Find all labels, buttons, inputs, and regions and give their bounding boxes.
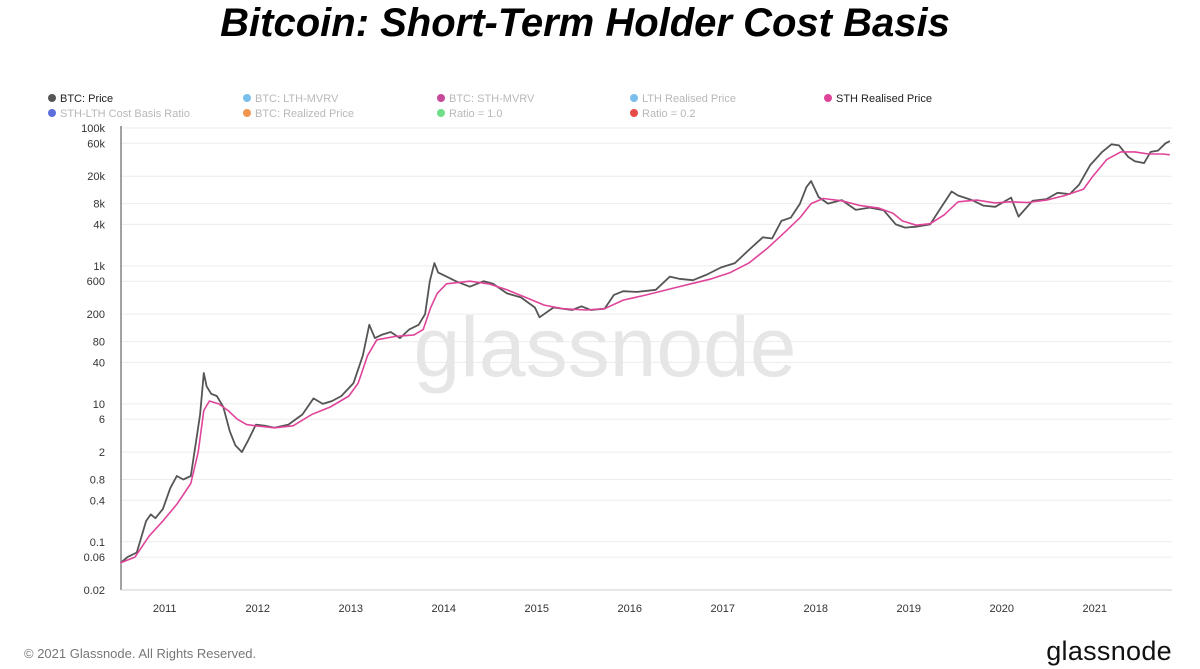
legend-item[interactable]: LTH Realised Price bbox=[630, 93, 736, 105]
legend-label: BTC: Price bbox=[60, 93, 113, 105]
y-tick-label: 0.4 bbox=[90, 495, 105, 507]
legend-label: BTC: Realized Price bbox=[255, 108, 354, 120]
brand-logo: glassnode bbox=[1046, 636, 1172, 666]
legend-swatch-icon bbox=[48, 109, 56, 117]
legend-item[interactable]: BTC: Price bbox=[48, 93, 113, 105]
axes: 0.02 0.06 0.1 0.4 0.8 2 6 10 40 80 200 600 1k 4k 8k 20k… bbox=[81, 123, 1172, 615]
series-layer bbox=[120, 140, 1171, 564]
x-tick-label: 2019 bbox=[897, 603, 921, 615]
legend-swatch-icon bbox=[437, 94, 445, 102]
y-tick-label: 100k bbox=[81, 123, 105, 135]
legend-swatch-icon bbox=[630, 109, 638, 117]
y-tick-label: 2 bbox=[99, 447, 105, 459]
grid bbox=[121, 127, 1172, 591]
legend-swatch-icon bbox=[243, 109, 251, 117]
x-tick-label: 2015 bbox=[525, 603, 549, 615]
legend-item[interactable]: BTC: STH-MVRV bbox=[437, 93, 535, 105]
series-sth-realised-price-line bbox=[120, 151, 1170, 564]
legend-swatch-icon bbox=[630, 94, 638, 102]
x-tick-label: 2014 bbox=[431, 603, 455, 615]
legend-swatch-icon bbox=[437, 109, 445, 117]
x-tick-label: 2011 bbox=[153, 603, 177, 615]
y-tick-label: 0.06 bbox=[84, 552, 105, 564]
series-btc-price-line bbox=[120, 140, 1171, 564]
y-tick-label: 80 bbox=[93, 337, 105, 349]
legend-item[interactable]: STH Realised Price bbox=[824, 93, 932, 105]
legend-label: LTH Realised Price bbox=[642, 93, 736, 105]
legend-swatch-icon bbox=[48, 94, 56, 102]
legend-item[interactable]: BTC: LTH-MVRV bbox=[243, 93, 339, 105]
y-tick-label: 0.1 bbox=[90, 537, 105, 549]
legend-item[interactable]: Ratio = 0.2 bbox=[630, 108, 696, 120]
y-tick-label: 1k bbox=[93, 261, 105, 273]
x-tick-label: 2021 bbox=[1083, 603, 1107, 615]
legend-swatch-icon bbox=[824, 94, 832, 102]
x-tick-label: 2012 bbox=[245, 603, 269, 615]
y-tick-label: 8k bbox=[93, 199, 105, 211]
y-tick-label: 600 bbox=[87, 276, 105, 288]
y-tick-label: 4k bbox=[93, 219, 105, 231]
legend: BTC: Price BTC: LTH-MVRV BTC: STH-MVRV LTH … bbox=[48, 93, 932, 120]
legend-label: Ratio = 1.0 bbox=[449, 108, 503, 120]
chart-title: Bitcoin: Short-Term Holder Cost Basis bbox=[220, 1, 950, 45]
copyright-text: © 2021 Glassnode. All Rights Reserved. bbox=[24, 646, 257, 661]
y-tick-label: 0.8 bbox=[90, 475, 105, 487]
x-tick-label: 2017 bbox=[711, 603, 735, 615]
legend-item[interactable]: STH-LTH Cost Basis Ratio bbox=[48, 108, 190, 120]
legend-item[interactable]: BTC: Realized Price bbox=[243, 108, 354, 120]
y-tick-label: 20k bbox=[87, 171, 105, 183]
legend-label: STH-LTH Cost Basis Ratio bbox=[60, 108, 190, 120]
watermark: glassnode bbox=[414, 300, 797, 394]
x-tick-label: 2016 bbox=[618, 603, 642, 615]
legend-label: STH Realised Price bbox=[836, 93, 932, 105]
legend-label: BTC: LTH-MVRV bbox=[255, 93, 339, 105]
y-tick-label: 40 bbox=[93, 357, 105, 369]
y-tick-label: 200 bbox=[87, 309, 105, 321]
y-tick-label: 0.02 bbox=[84, 585, 105, 597]
legend-label: Ratio = 0.2 bbox=[642, 108, 696, 120]
chart-svg: glassnode 0.02 0.06 0.1 0.4 0.8 2 6 10 40 80 200 60… bbox=[48, 93, 1172, 615]
x-tick-label: 2018 bbox=[804, 603, 828, 615]
y-tick-label: 6 bbox=[99, 414, 105, 426]
legend-swatch-icon bbox=[243, 94, 251, 102]
legend-item[interactable]: Ratio = 1.0 bbox=[437, 108, 503, 120]
x-tick-label: 2013 bbox=[338, 603, 362, 615]
y-tick-label: 60k bbox=[87, 138, 105, 150]
y-tick-label: 10 bbox=[93, 399, 105, 411]
legend-label: BTC: STH-MVRV bbox=[449, 93, 535, 105]
x-tick-label: 2020 bbox=[990, 603, 1014, 615]
